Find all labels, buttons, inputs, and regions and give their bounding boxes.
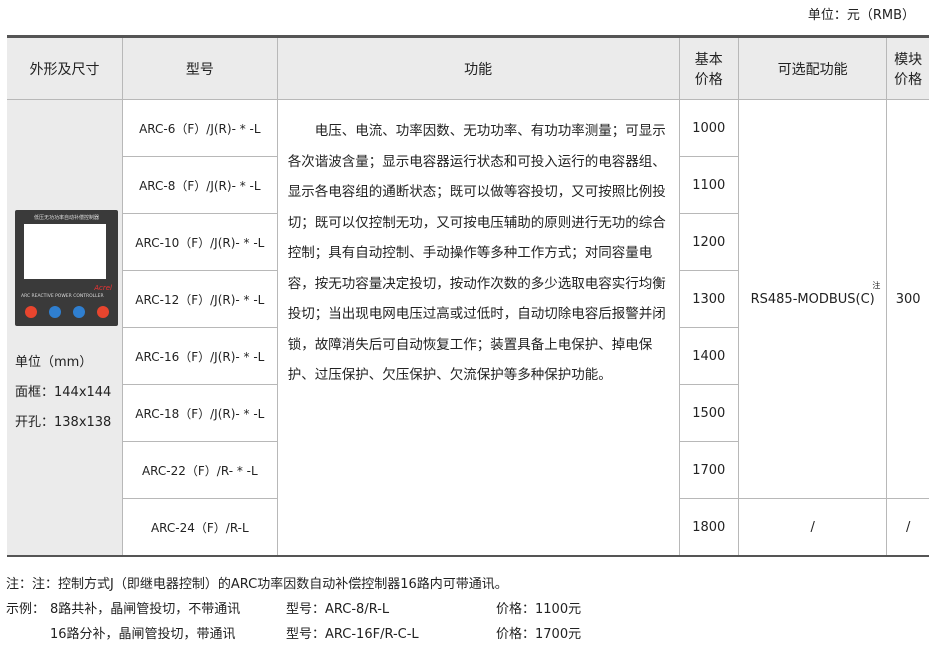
- price-cell: 1200: [678, 213, 739, 271]
- unit-label: 单位：元（RMB）: [807, 8, 915, 23]
- price-cell: 1800: [678, 498, 739, 557]
- table-row: 低压无功功率自动补偿控制器 Acrel ARC REACTIVE POWER C…: [7, 99, 929, 557]
- price-cell: 1000: [678, 99, 739, 157]
- example-desc: 16路分补，晶闸管投切，带通讯: [50, 627, 236, 642]
- option-cell-last: /: [737, 498, 888, 557]
- model-cell: ARC-10（F）/J(R)- * -L: [121, 213, 278, 271]
- option-cell: RS485-MODBUS(C) 注: [737, 99, 888, 499]
- price-cell: 1500: [678, 384, 739, 442]
- model-cell: ARC-22（F）/R- * -L: [121, 441, 278, 499]
- dimension-cutout: 开孔：138x138: [15, 415, 112, 430]
- model-cell: ARC-6（F）/J(R)- * -L: [121, 99, 278, 157]
- model-cell: ARC-24（F）/R-L: [121, 498, 278, 557]
- device-panel-title: 低压无功功率自动补偿控制器: [33, 215, 99, 221]
- device-label: ARC REACTIVE POWER CONTROLLER: [21, 294, 104, 299]
- model-cell: ARC-18（F）/J(R)- * -L: [121, 384, 278, 442]
- example-price: 价格：1700元: [496, 627, 582, 642]
- right-arrow-icon: [73, 306, 85, 318]
- model-cell: ARC-12（F）/J(R)- * -L: [121, 270, 278, 328]
- module-price-last: /: [886, 498, 929, 557]
- device-image: 低压无功功率自动补偿控制器 Acrel ARC REACTIVE POWER C…: [15, 210, 118, 326]
- brand-logo: Acrel: [94, 284, 112, 292]
- dimensions: 单位（mm） 面框：144x144 开孔：138x138: [15, 348, 122, 438]
- header-module-price: 模块 价格: [886, 36, 929, 100]
- table-row: ARC-10（F）/J(R)- * -L 1200: [7, 213, 929, 271]
- header-appearance: 外形及尺寸: [7, 36, 123, 100]
- device-screen: [24, 224, 106, 279]
- example-price: 价格：1100元: [496, 602, 582, 617]
- note-mark: 注: [872, 281, 881, 290]
- header-base-price: 基本 价格: [678, 36, 739, 100]
- up-arrow-icon: [49, 306, 61, 318]
- example-prefix: 示例：: [6, 602, 46, 617]
- header-model: 型号: [121, 36, 278, 100]
- table-row: ARC-18（F）/J(R)- * -L 1500: [7, 384, 929, 442]
- table-header: 外形及尺寸 型号 功能 基本 价格 可选配功能 模块 价格: [7, 36, 929, 100]
- price-cell: 1100: [678, 156, 739, 214]
- notes: 注：注：控制方式J（即继电器控制）的ARC功率因数自动补偿控制器16路内可带通讯…: [6, 572, 581, 647]
- header-function: 功能: [276, 36, 680, 100]
- example-model: 型号：ARC-8/R-L: [286, 602, 390, 617]
- table-row: ARC-12（F）/J(R)- * -L 1300: [7, 270, 929, 328]
- price-cell: 1300: [678, 270, 739, 328]
- example-model: 型号：ARC-16F/R-C-L: [286, 627, 419, 642]
- example-row: 16路分补，晶闸管投切，带通讯 型号：ARC-16F/R-C-L 价格：1700元: [6, 622, 581, 647]
- function-cell: 电压、电流、功率因数、无功功率、有功功率测量；可显示各次谐波含量；显示电容器运行…: [276, 99, 680, 557]
- note-line: 注：注：控制方式J（即继电器控制）的ARC功率因数自动补偿控制器16路内可带通讯…: [6, 577, 508, 592]
- option-text: RS485-MODBUS(C): [750, 291, 875, 307]
- enter-icon: [97, 306, 109, 318]
- table-row: ARC-22（F）/R- * -L 1700: [7, 441, 929, 499]
- appearance-cell: 低压无功功率自动补偿控制器 Acrel ARC REACTIVE POWER C…: [7, 99, 123, 557]
- price-cell: 1700: [678, 441, 739, 499]
- example-row: 示例： 8路共补，晶闸管投切，不带通讯 型号：ARC-8/R-L 价格：1100元: [6, 597, 581, 622]
- price-table: 外形及尺寸 型号 功能 基本 价格 可选配功能 模块 价格 低压无功功率自动补偿…: [7, 35, 929, 557]
- table-row: ARC-16（F）/J(R)- * -L 1400: [7, 327, 929, 385]
- header-options: 可选配功能: [737, 36, 888, 100]
- table-row: ARC-24（F）/R-L 1800//: [7, 498, 929, 557]
- price-cell: 1400: [678, 327, 739, 385]
- dimension-frame: 面框：144x144: [15, 385, 112, 400]
- model-cell: ARC-8（F）/J(R)- * -L: [121, 156, 278, 214]
- example-desc: 8路共补，晶闸管投切，不带通讯: [50, 602, 241, 617]
- table-row: ARC-8（F）/J(R)- * -L 1100: [7, 156, 929, 214]
- module-price-cell: 300: [886, 99, 929, 499]
- device-button-icon: [25, 306, 37, 318]
- dimension-unit: 单位（mm）: [15, 355, 93, 370]
- model-cell: ARC-16（F）/J(R)- * -L: [121, 327, 278, 385]
